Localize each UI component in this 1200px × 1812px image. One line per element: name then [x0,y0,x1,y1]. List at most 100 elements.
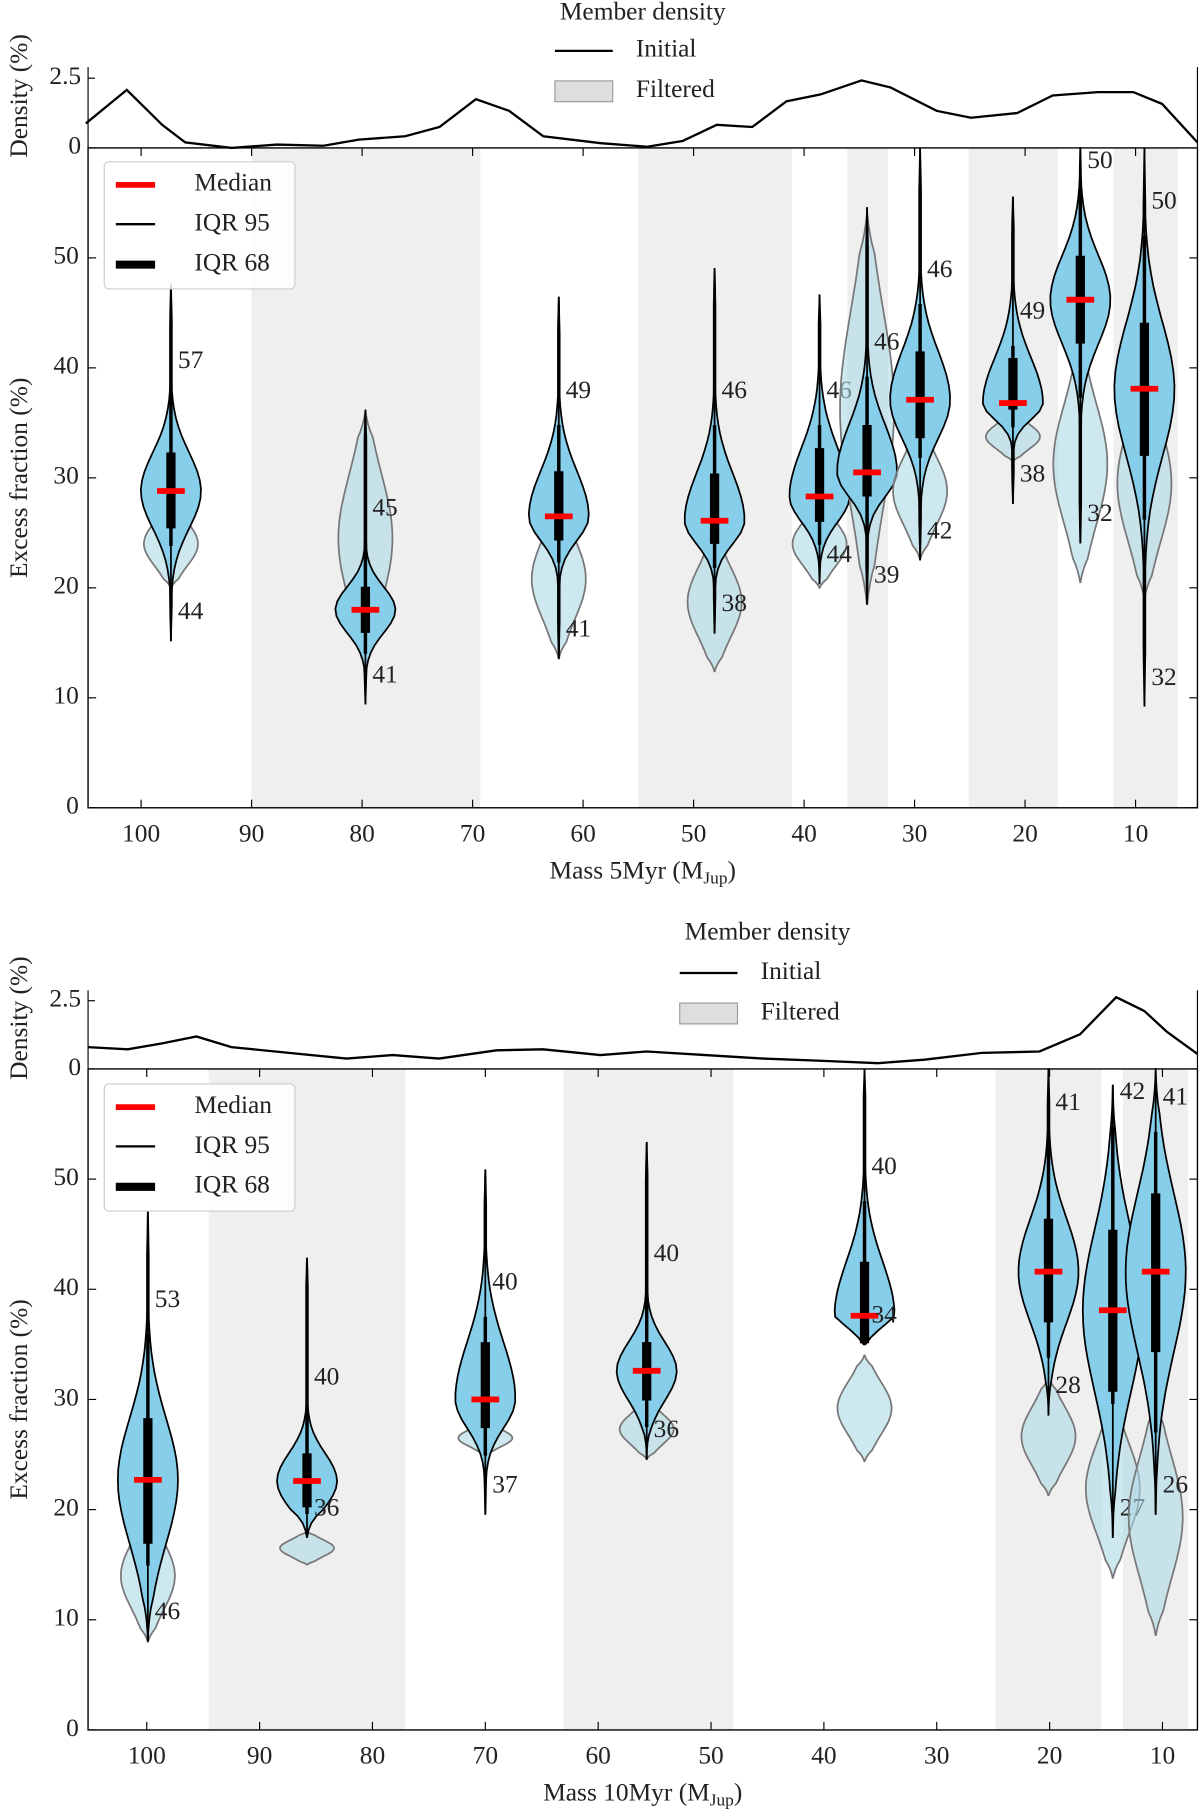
y-tick-label: 20 [53,1493,78,1521]
x-axis-label-sub: Jup [703,868,727,887]
x-tick-label: 90 [247,1742,272,1770]
y-tick-label: 0 [66,792,79,820]
legend-label: IQR 68 [194,1171,270,1199]
density-tick-label: 0 [68,1053,81,1081]
count-label: 38 [722,589,747,617]
x-tick-label: 60 [570,819,595,847]
y-axis-label: Excess fraction (%) [5,378,33,578]
count-label: 41 [566,615,591,643]
legend-box [103,161,296,290]
x-tick-label: 20 [1037,1742,1062,1770]
count-label: 41 [1055,1088,1080,1116]
legend-swatch [554,80,614,103]
density-label: Density (%) [5,34,33,157]
legend-title: Member density [685,918,851,946]
count-label: 36 [314,1493,339,1521]
y-tick-label: 50 [53,1163,78,1191]
count-label: 41 [372,661,397,689]
x-tick-label: 100 [128,1742,166,1770]
count-label: 46 [722,376,747,404]
count-label: 50 [1087,146,1112,174]
x-axis-label-sub: Jup [710,1791,734,1810]
x-tick-label: 100 [122,819,160,847]
filtered-violin [836,1354,893,1463]
count-label: 40 [871,1152,896,1180]
count-label: 34 [871,1301,897,1329]
x-tick-label: 40 [811,1742,836,1770]
y-tick-label: 40 [53,352,78,380]
count-label: 44 [826,540,852,568]
density-tick-label: 2.5 [49,985,81,1013]
density-label: Density (%) [5,956,33,1079]
x-axis-label-part: ) [734,1778,742,1806]
legend-label: IQR 95 [194,1131,270,1159]
density-tick-label: 2.5 [49,62,81,90]
count-label: 39 [874,561,899,589]
count-label: 46 [874,328,899,356]
legend-label: Filtered [636,75,715,103]
y-tick-label: 10 [53,682,78,710]
legend-label: Median [194,169,272,197]
y-tick-label: 20 [53,572,78,600]
x-tick-label: 90 [239,819,264,847]
x-axis-label: Mass 10Myr (MJup) [543,1778,742,1809]
count-label: 44 [178,597,204,625]
x-tick-label: 80 [360,1742,385,1770]
count-label: 41 [1163,1083,1188,1111]
legend-swatch [679,1002,739,1025]
legend-label: IQR 95 [194,209,270,237]
count-label: 40 [314,1362,339,1390]
legend-label: Median [194,1091,272,1119]
count-label: 40 [654,1239,679,1267]
x-tick-label: 70 [473,1742,498,1770]
legend-title: Member density [560,0,726,26]
x-tick-label: 30 [924,1742,949,1770]
x-axis-label-part: ) [727,856,735,884]
legend-label: Initial [636,35,697,63]
legend-box [103,1083,296,1212]
x-tick-label: 10 [1150,1742,1175,1770]
y-tick-label: 10 [53,1604,78,1632]
count-label: 36 [654,1415,679,1443]
count-label: 49 [1020,297,1045,325]
x-axis-label: Mass 5Myr (MJup) [550,856,736,887]
x-axis-label-part: Mass 10Myr (M [543,1778,710,1806]
y-axis-label: Excess fraction (%) [5,1299,33,1499]
count-label: 26 [1163,1470,1188,1498]
y-tick-label: 0 [66,1714,79,1742]
density-tick-label: 0 [68,132,81,160]
y-tick-label: 50 [53,242,78,270]
density-line [87,995,1199,1065]
count-label: 32 [1087,499,1112,527]
x-tick-label: 30 [902,819,927,847]
count-label: 38 [1020,459,1045,487]
count-label: 32 [1151,663,1176,691]
legend-label: Filtered [761,997,840,1025]
count-label: 46 [155,1597,180,1625]
count-label: 45 [372,494,397,522]
x-axis-label-part: Mass 5Myr (M [550,856,704,884]
density-line [85,79,1199,150]
x-tick-label: 20 [1012,819,1037,847]
x-tick-label: 10 [1123,819,1148,847]
legend-label: IQR 68 [194,248,270,276]
count-label: 57 [178,346,203,374]
x-tick-label: 80 [349,819,374,847]
count-label: 28 [1055,1371,1080,1399]
count-label: 53 [155,1285,180,1313]
y-tick-label: 30 [53,1383,78,1411]
x-tick-label: 50 [698,1742,723,1770]
count-label: 42 [1120,1077,1145,1105]
y-tick-label: 40 [53,1273,78,1301]
count-label: 46 [927,255,952,283]
x-tick-label: 50 [681,819,706,847]
count-label: 42 [927,517,952,545]
x-tick-label: 70 [460,819,485,847]
legend-label: Initial [761,957,822,985]
x-tick-label: 60 [585,1742,610,1770]
count-label: 37 [492,1470,517,1498]
x-tick-label: 40 [791,819,816,847]
y-tick-label: 30 [53,462,78,490]
count-label: 40 [492,1268,517,1296]
